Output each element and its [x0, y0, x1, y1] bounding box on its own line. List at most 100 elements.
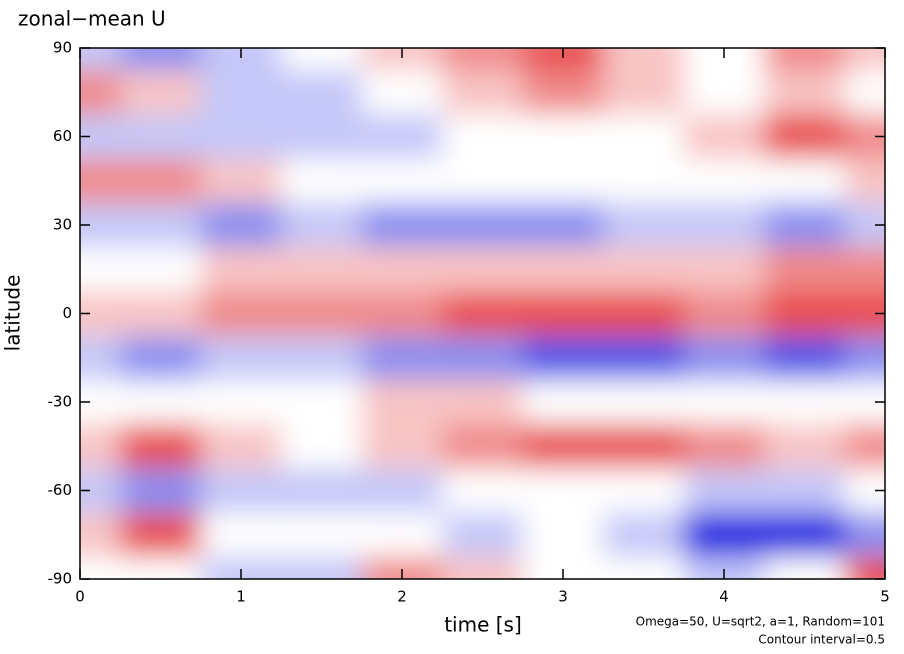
- x-tick-label: 5: [880, 588, 890, 606]
- field-cell: [281, 202, 363, 249]
- field: [80, 48, 885, 579]
- field-cell: [844, 512, 885, 558]
- field-cell: [683, 114, 766, 160]
- field-cell: [442, 114, 524, 160]
- field-cell: [442, 158, 524, 204]
- field-cell: [80, 70, 122, 116]
- field-cell: [603, 247, 685, 293]
- field-cell: [120, 424, 202, 470]
- field-cell: [281, 70, 363, 116]
- x-axis-label: time [s]: [444, 613, 522, 637]
- field-cell: [361, 48, 444, 72]
- field-cell: [522, 70, 605, 116]
- field-cell: [120, 70, 202, 116]
- field-cell: [683, 291, 766, 337]
- field-cell: [200, 424, 283, 470]
- field-cell: [442, 468, 524, 514]
- field-cell: [683, 70, 766, 116]
- field-cell: [200, 556, 283, 579]
- annotation: Contour interval=0.5: [758, 633, 885, 647]
- field-cell: [683, 468, 766, 514]
- field-cell: [361, 114, 444, 160]
- field-cell: [764, 202, 846, 249]
- field-cell: [281, 158, 363, 204]
- y-axis-label: latitude: [1, 275, 25, 352]
- field-cell: [281, 48, 363, 72]
- field-cell: [603, 379, 685, 426]
- field-cell: [844, 114, 885, 160]
- field-cell: [442, 379, 524, 426]
- field-cell: [522, 379, 605, 426]
- field-cell: [683, 335, 766, 381]
- field-cell: [522, 335, 605, 381]
- field-cell: [522, 556, 605, 579]
- field-cell: [683, 424, 766, 470]
- field-cell: [764, 114, 846, 160]
- field-cell: [120, 202, 202, 249]
- field-cell: [200, 158, 283, 204]
- field-cell: [603, 424, 685, 470]
- field-cell: [361, 247, 444, 293]
- field-cell: [200, 379, 283, 426]
- field-cell: [120, 247, 202, 293]
- field-cell: [200, 291, 283, 337]
- field-cell: [844, 291, 885, 337]
- field-cell: [442, 424, 524, 470]
- field-cell: [281, 114, 363, 160]
- field-cell: [522, 48, 605, 72]
- field-cell: [361, 70, 444, 116]
- field-cell: [764, 247, 846, 293]
- field-cell: [603, 556, 685, 579]
- field-cell: [80, 48, 122, 72]
- field-cell: [844, 424, 885, 470]
- field-cell: [80, 556, 122, 579]
- field-cell: [683, 202, 766, 249]
- field-cell: [764, 556, 846, 579]
- field-cell: [281, 379, 363, 426]
- field-cell: [120, 512, 202, 558]
- field-cell: [281, 468, 363, 514]
- field-cell: [522, 202, 605, 249]
- chart-title: zonal−mean U: [18, 7, 166, 31]
- cells: [80, 48, 885, 579]
- field-cell: [844, 468, 885, 514]
- x-tick-label: 2: [397, 588, 407, 606]
- field-cell: [683, 247, 766, 293]
- field-cell: [120, 114, 202, 160]
- field-cell: [200, 335, 283, 381]
- field-cell: [361, 556, 444, 579]
- field-cell: [683, 512, 766, 558]
- field-cell: [120, 335, 202, 381]
- field-cell: [361, 291, 444, 337]
- field-cell: [603, 468, 685, 514]
- field-cell: [80, 158, 122, 204]
- field-cell: [844, 202, 885, 249]
- field-cell: [281, 247, 363, 293]
- field-cell: [522, 512, 605, 558]
- field-cell: [281, 424, 363, 470]
- field-cell: [361, 512, 444, 558]
- field-cell: [522, 424, 605, 470]
- field-cell: [522, 247, 605, 293]
- field-cell: [764, 291, 846, 337]
- field-cell: [764, 379, 846, 426]
- annotation: Omega=50, U=sqrt2, a=1, Random=101: [636, 615, 885, 629]
- field-cell: [281, 512, 363, 558]
- field-cell: [603, 512, 685, 558]
- y-tick-label: 60: [53, 127, 72, 145]
- field-cell: [844, 247, 885, 293]
- field-cell: [764, 70, 846, 116]
- field-cell: [603, 291, 685, 337]
- field-cell: [361, 424, 444, 470]
- field-cell: [844, 556, 885, 579]
- field-cell: [442, 202, 524, 249]
- field-cell: [442, 48, 524, 72]
- field-cell: [120, 556, 202, 579]
- field-cell: [603, 158, 685, 204]
- field-cell: [764, 424, 846, 470]
- field-cell: [603, 48, 685, 72]
- field-cell: [603, 202, 685, 249]
- y-tick-label: -90: [48, 570, 73, 588]
- field-cell: [361, 158, 444, 204]
- field-cell: [80, 247, 122, 293]
